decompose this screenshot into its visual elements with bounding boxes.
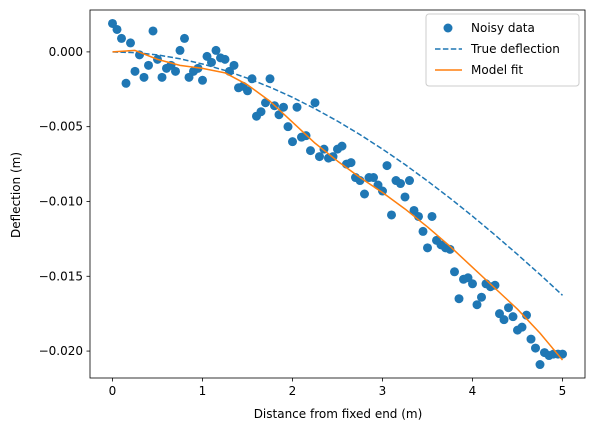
axes: 0 1 2 3 4 5 0.000 −0.005 −0.010 −0.015 −0.020	[39, 9, 586, 398]
data-point	[427, 211, 437, 221]
data-point	[396, 179, 405, 189]
data-point	[117, 33, 126, 43]
data-point	[288, 137, 297, 147]
y-tick-label: −0.015	[39, 269, 83, 283]
data-point	[207, 57, 216, 67]
data-point	[144, 60, 153, 70]
data-point	[157, 72, 167, 82]
legend-label-noisy-data: Noisy data	[471, 21, 535, 35]
data-point	[346, 158, 356, 168]
data-point	[490, 280, 500, 290]
legend-frame	[425, 13, 580, 87]
data-point	[382, 161, 392, 171]
data-point	[450, 267, 459, 277]
data-point	[283, 122, 293, 132]
legend: Noisy data True deflection Model fit	[425, 13, 580, 87]
data-point	[526, 334, 536, 344]
x-tick-label: 1	[199, 384, 207, 398]
data-point	[229, 60, 239, 70]
data-point	[477, 292, 486, 302]
data-point	[256, 107, 266, 117]
data-point	[337, 141, 347, 151]
x-axis-label: Distance from fixed end (m)	[254, 407, 423, 421]
data-point	[508, 312, 518, 322]
data-point	[369, 173, 378, 183]
data-point	[310, 98, 320, 108]
data-point	[468, 279, 477, 289]
data-point	[198, 75, 207, 85]
x-tick-label: 0	[109, 384, 117, 398]
data-point	[243, 86, 252, 96]
data-point	[400, 192, 410, 202]
y-tick-label: −0.020	[39, 344, 83, 358]
legend-label-true-deflection: True deflection	[470, 42, 560, 56]
data-point	[405, 176, 414, 186]
y-tick-label: 0.000	[49, 45, 83, 59]
data-point	[292, 102, 302, 112]
data-point	[148, 26, 158, 36]
data-point	[423, 243, 432, 253]
data-point	[130, 66, 140, 76]
data-point	[279, 102, 288, 112]
plot-area	[108, 18, 567, 370]
data-point	[211, 45, 221, 55]
data-point	[517, 322, 527, 332]
x-tick-label: 4	[469, 384, 477, 398]
data-point	[265, 74, 275, 84]
data-point	[531, 343, 540, 353]
model-fit-line	[112, 49, 564, 361]
axes-frame	[89, 9, 586, 379]
data-point	[454, 294, 464, 304]
x-tick-label: 3	[379, 384, 387, 398]
data-point	[315, 152, 324, 162]
data-point	[472, 300, 482, 310]
true-deflection-line	[112, 51, 564, 296]
data-point	[445, 244, 455, 254]
data-point	[126, 38, 135, 48]
data-point	[112, 24, 122, 34]
data-point	[499, 315, 509, 325]
legend-marker-noisy-data	[443, 23, 453, 33]
data-point	[220, 54, 230, 64]
y-axis-label: Deflection (m)	[9, 152, 23, 238]
data-point	[360, 189, 369, 199]
legend-label-model-fit: Model fit	[471, 63, 523, 77]
data-point	[121, 78, 131, 88]
data-point	[535, 360, 545, 370]
data-point	[175, 45, 185, 55]
data-point	[306, 146, 315, 156]
data-point	[387, 210, 396, 220]
data-point	[139, 72, 149, 82]
data-point	[180, 33, 189, 43]
data-point	[171, 66, 180, 76]
y-tick-label: −0.010	[39, 194, 83, 208]
y-tick-label: −0.005	[39, 120, 83, 134]
x-tick-label: 2	[289, 384, 297, 398]
data-point	[418, 226, 428, 236]
data-point	[504, 303, 513, 313]
x-tick-label: 5	[559, 384, 567, 398]
